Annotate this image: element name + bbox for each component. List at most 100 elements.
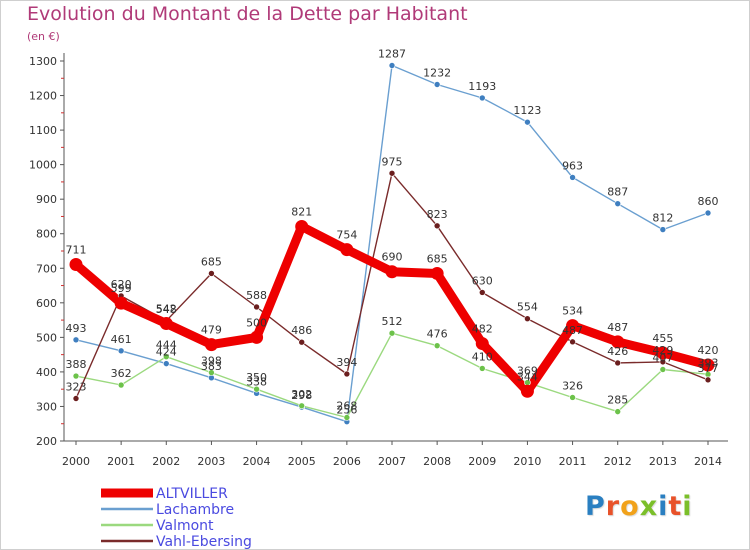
data-label: 298	[291, 389, 312, 402]
data-label: 487	[562, 324, 583, 337]
x-tick-label: 2003	[197, 455, 225, 468]
data-label: 344	[517, 370, 538, 383]
data-label: 420	[698, 344, 719, 357]
data-label: 383	[201, 360, 222, 373]
data-label: 426	[607, 345, 628, 358]
data-point	[656, 346, 670, 360]
data-point	[524, 315, 531, 323]
data-point	[208, 369, 215, 376]
y-tick-label: 200	[36, 435, 57, 448]
data-point	[159, 317, 173, 331]
data-label: 394	[336, 356, 357, 369]
data-label: 685	[201, 255, 222, 268]
data-point	[388, 169, 396, 177]
data-label: 362	[111, 367, 132, 380]
data-point	[298, 338, 306, 346]
data-point	[569, 174, 576, 181]
y-tick-label: 700	[36, 262, 57, 275]
x-tick-label: 2004	[243, 455, 271, 468]
x-tick-label: 2011	[559, 455, 587, 468]
data-label: 599	[111, 282, 132, 295]
data-point	[162, 353, 170, 361]
data-point	[162, 360, 170, 367]
data-label: 429	[652, 344, 673, 357]
data-point	[566, 319, 580, 333]
x-tick-label: 2001	[107, 455, 135, 468]
logo-letter: r	[605, 491, 621, 522]
data-point	[659, 366, 667, 373]
chart-axes: 200 300 400 500 600 700 800 900 1000 1100 1200 1300…	[29, 53, 728, 468]
x-tick-label: 2008	[423, 455, 451, 468]
y-tick-label: 800	[36, 228, 57, 241]
data-point	[72, 372, 80, 380]
chart-subtitle: (en €)	[27, 30, 60, 43]
data-label: 350	[246, 371, 267, 384]
data-point	[117, 381, 125, 389]
logo-letter: t	[668, 491, 683, 522]
data-label: 554	[517, 301, 538, 314]
y-tick-label: 1300	[29, 55, 57, 68]
series-points	[69, 62, 715, 425]
y-tick-label: 1000	[29, 159, 57, 172]
data-point	[250, 330, 264, 344]
data-label: 754	[336, 229, 357, 242]
data-label: 534	[562, 305, 583, 318]
data-label: 444	[156, 339, 177, 352]
data-point	[204, 338, 218, 352]
legend-label: Valmont	[156, 518, 214, 534]
data-label: 812	[652, 212, 673, 225]
data-point	[659, 226, 667, 233]
data-label: 393	[698, 356, 719, 369]
data-label: 302	[291, 388, 312, 401]
data-label: 975	[382, 155, 403, 168]
data-point	[430, 266, 444, 280]
data-label: 424	[156, 346, 177, 359]
y-tick-label: 1100	[29, 124, 57, 137]
data-label: 476	[427, 328, 448, 341]
data-point	[72, 336, 80, 344]
legend-label: Vahl-Ebersing	[156, 534, 252, 549]
data-point	[253, 385, 260, 393]
data-label: 860	[698, 195, 719, 208]
data-point	[478, 289, 486, 296]
x-tick-label: 2007	[378, 455, 406, 468]
data-point	[208, 270, 215, 277]
legend-label: ALTVILLER	[156, 486, 228, 502]
data-point	[433, 81, 441, 88]
proxiti-logo: Proxiti	[585, 491, 693, 522]
data-label: 486	[291, 324, 312, 337]
y-tick-label: 500	[36, 331, 57, 344]
data-point	[343, 414, 351, 421]
y-tick-label: 400	[36, 366, 57, 379]
data-point	[253, 303, 260, 311]
x-tick-label: 2006	[333, 455, 361, 468]
x-tick-label: 2013	[649, 455, 677, 468]
data-label: 493	[66, 322, 87, 335]
data-label: 512	[382, 315, 403, 328]
data-point	[388, 329, 396, 337]
data-label: 1232	[423, 66, 451, 79]
data-point	[524, 118, 531, 126]
legend-label: Lachambre	[156, 502, 234, 518]
y-tick-label: 300	[36, 400, 57, 413]
data-label: 548	[156, 303, 177, 316]
series-line-lachambre	[75, 64, 709, 423]
data-point	[704, 209, 712, 217]
data-label: 690	[382, 251, 403, 264]
data-point	[340, 243, 354, 257]
x-tick-label: 2002	[152, 455, 180, 468]
data-point	[475, 337, 489, 351]
data-label: 326	[562, 379, 583, 392]
data-label: 338	[246, 375, 267, 388]
data-label: 285	[607, 394, 628, 407]
data-point	[614, 359, 622, 367]
data-label: 500	[246, 316, 267, 329]
data-label: 1193	[468, 80, 496, 93]
data-label: 369	[517, 365, 538, 378]
data-labels: 493 461 424 383 338 298 256 1287 1232 1193 1123 963…	[66, 47, 719, 416]
logo-letter: i	[682, 491, 693, 522]
logo-letter: x	[639, 491, 659, 522]
data-point	[385, 265, 399, 279]
